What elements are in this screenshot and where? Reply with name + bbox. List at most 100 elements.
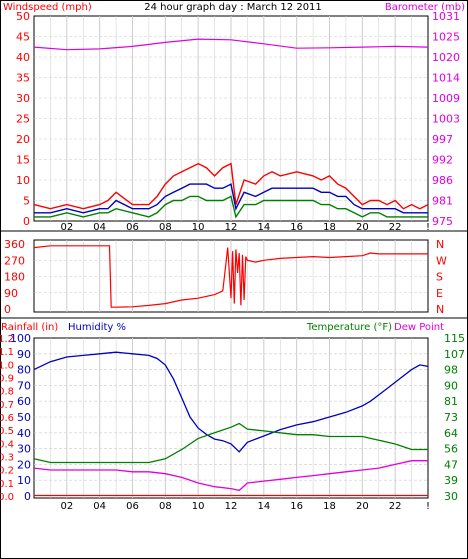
- wind-grid: [34, 16, 428, 221]
- x-tick-label: 04: [93, 222, 106, 233]
- x-tick-label: 12: [225, 222, 238, 233]
- direction-y-tick: 270: [4, 254, 25, 267]
- x-tick-label: 16: [290, 501, 303, 512]
- wind-y-tick: 45: [16, 31, 30, 44]
- x-tick-label: 06: [126, 501, 139, 512]
- rainfall-y-tick: 0.1: [0, 479, 14, 490]
- wind-tick-labels: 0 5 10 15 20 25 30 35 40 45 50 975 981 986 992 997 1003 1…: [16, 10, 460, 233]
- humidity-y-tick: 50: [17, 411, 31, 424]
- x-tick-label: 22: [389, 501, 402, 512]
- chart-title: 24 hour graph day : March 12 2011: [144, 2, 322, 13]
- rainfall-y-tick: 0.0: [0, 492, 14, 503]
- humidity-y-tick: 40: [17, 427, 31, 440]
- temperature-y-tick: 56: [444, 443, 458, 456]
- temperature-y-tick: 98: [444, 364, 458, 377]
- rainfall-y-tick: 0.5: [0, 426, 14, 437]
- barometer-y-tick: 1009: [432, 92, 460, 105]
- wind-direction-line: [33, 245, 428, 308]
- rainfall-y-tick: 1.2: [0, 334, 14, 345]
- humidity-y-tick: 90: [17, 348, 31, 361]
- direction-y-tick: 0: [4, 303, 11, 316]
- temperature-y-tick: 81: [444, 395, 458, 408]
- temperature-axis-title: Temperature (°F): [306, 322, 392, 333]
- barometer-y-tick: 997: [432, 133, 453, 146]
- barometer-y-tick: 1014: [432, 72, 460, 85]
- temperature-line: [33, 422, 428, 464]
- wind-y-tick: 35: [16, 72, 30, 85]
- humidity-y-tick: 0: [24, 490, 31, 503]
- barometer-axis-title: Barometer (mb): [385, 2, 465, 13]
- wind-line-2: [34, 195, 428, 219]
- x-tick-label: 02: [60, 501, 73, 512]
- rainfall-y-tick: 0.2: [0, 466, 14, 477]
- wind-y-tick: 30: [16, 92, 30, 105]
- x-tick-label: 12: [225, 501, 238, 512]
- wind-axis-title: Windspeed (mph): [3, 2, 92, 13]
- wind-line-0: [33, 162, 429, 210]
- rainfall-y-tick: 1.0: [0, 360, 14, 371]
- rainfall-y-tick: 0.3: [0, 453, 14, 464]
- direction-y-tick: 90: [4, 287, 18, 300]
- humidity-series: [33, 351, 429, 497]
- compass-tick: E: [436, 287, 443, 300]
- wind-y-tick: 0: [23, 215, 30, 228]
- barometer-y-tick: 1003: [432, 113, 460, 126]
- humidity-y-tick: 10: [17, 474, 31, 487]
- x-tick-label: 22: [389, 222, 402, 233]
- temperature-y-tick: 30: [444, 490, 458, 503]
- temperature-y-tick: 73: [444, 411, 458, 424]
- humidity-y-tick: 70: [17, 379, 31, 392]
- x-tick-label: 08: [159, 222, 172, 233]
- compass-tick: N: [436, 238, 444, 251]
- direction-series: [33, 245, 428, 308]
- rainfall-axis-title: Rainfall (in): [1, 322, 58, 333]
- wind-series: [33, 38, 429, 219]
- humidity-y-tick: 30: [17, 443, 31, 456]
- x-tick-label: 18: [323, 501, 336, 512]
- rainfall-y-tick: 0.7: [0, 400, 14, 411]
- x-tick-label: 10: [192, 501, 205, 512]
- temperature-y-tick: 90: [444, 379, 458, 392]
- rainfall-y-tick: 0.6: [0, 413, 14, 424]
- rainfall-y-tick: 0.4: [0, 439, 14, 450]
- humidity-tick-labels: 0.0 0.1 0.2 0.3 0.4 0.5 0.6 0.7 0.8 0.9 1.0 1.1 1.2 0…: [0, 332, 465, 512]
- wind-y-tick: 5: [23, 195, 30, 208]
- compass-tick: S: [436, 271, 443, 284]
- x-tick-label: 08: [159, 501, 172, 512]
- temperature-y-tick: 115: [444, 332, 465, 345]
- x-tick-label: 14: [257, 501, 270, 512]
- wind-y-tick: 15: [16, 154, 30, 167]
- wind-y-tick: 25: [16, 113, 30, 126]
- humidity-y-tick: 60: [17, 395, 31, 408]
- wind-y-tick: 20: [16, 133, 30, 146]
- dewpoint-line: [33, 460, 428, 492]
- rainfall-y-tick: 0.8: [0, 387, 14, 398]
- compass-tick: N: [436, 303, 444, 316]
- barometer-line: [33, 38, 429, 51]
- humidity-line: [33, 351, 429, 453]
- temperature-y-tick: 64: [444, 427, 458, 440]
- barometer-y-tick: 992: [432, 154, 453, 167]
- wind-line-1: [34, 183, 428, 214]
- humidity-y-tick: 20: [17, 458, 31, 471]
- x-tick-label: 06: [126, 222, 139, 233]
- x-tick-label: 10: [192, 222, 205, 233]
- direction-grid: [34, 240, 428, 312]
- barometer-y-tick: 975: [432, 215, 453, 228]
- rainfall-y-tick: 0.9: [0, 374, 14, 385]
- temperature-y-tick: 39: [444, 474, 458, 487]
- barometer-y-tick: 986: [432, 174, 453, 187]
- x-tick-label: 14: [257, 222, 270, 233]
- x-tick-label: 20: [356, 222, 369, 233]
- wind-y-tick: 10: [16, 174, 30, 187]
- temperature-y-tick: 47: [444, 458, 458, 471]
- direction-y-tick: 180: [4, 271, 25, 284]
- dewpoint-axis-title: Dew Point: [394, 322, 444, 333]
- compass-tick: W: [436, 254, 447, 267]
- x-tick-label: 16: [290, 222, 303, 233]
- x-tick-label: 04: [93, 501, 106, 512]
- wind-y-tick: 50: [16, 10, 30, 23]
- temperature-y-tick: 107: [444, 348, 465, 361]
